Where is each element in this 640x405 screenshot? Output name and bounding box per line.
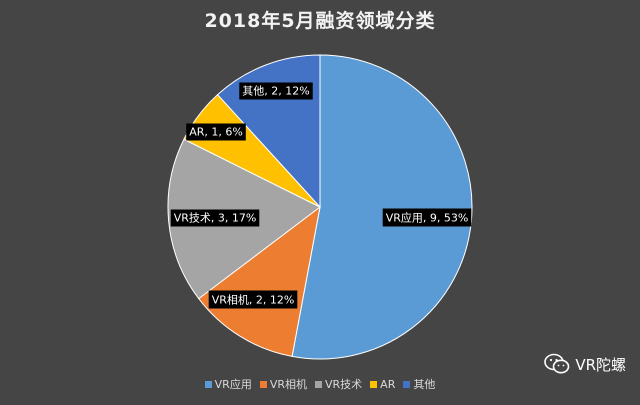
legend-label-1: VR相机 [269,378,307,391]
data-label-bg-0 [382,208,472,227]
legend-label-3: AR [380,377,396,391]
data-label-4: 其他, 2, 12% [239,82,313,100]
legend-swatch-3 [370,380,378,388]
watermark-text: VR陀螺 [575,355,626,374]
legend-swatch-2 [315,380,322,388]
chart-title: 2018年5月融资领域分类 [204,10,436,32]
data-label-text-1: VR相机, 2, 12% [212,293,295,307]
data-label-3: AR, 1, 6% [186,123,246,141]
legend-entry-3: AR [370,376,395,392]
wechat-icon [544,353,570,374]
pie-slice-0 [291,54,473,360]
legend-label-4: 其他 [413,378,436,391]
data-label-text-2: VR技术, 3, 17% [174,212,257,225]
legend-swatch-0 [204,380,212,388]
pie-slice-1 [198,205,321,357]
data-label-text-3: AR, 1, 6% [189,126,243,139]
legend-swatch-1 [259,380,267,388]
legend-label-0: VR应用 [214,378,252,391]
watermark: VR陀螺 [544,353,626,375]
data-label-text-4: 其他, 2, 12% [242,85,309,98]
legend-label-2: VR技术 [325,378,363,391]
legend-entry-4: 其他 [403,376,435,392]
data-label-1: VR相机, 2, 12% [208,290,298,309]
legend-entry-1: VR相机 [259,376,307,392]
data-label-2: VR技术, 3, 17% [170,209,260,227]
data-label-bg-1 [208,290,298,309]
data-label-bg-3 [186,123,246,141]
legend-entry-2: VR技术 [315,376,362,392]
legend: VR应用 VR相机 VR技术 AR 其他 [0,376,640,392]
legend-swatch-4 [403,380,411,388]
data-label-text-0: VR应用, 9, 53% [386,211,469,225]
data-label-0: VR应用, 9, 53% [382,208,472,227]
legend-entry-0: VR应用 [204,376,252,392]
data-label-bg-4 [239,82,313,100]
data-label-bg-2 [170,209,260,227]
